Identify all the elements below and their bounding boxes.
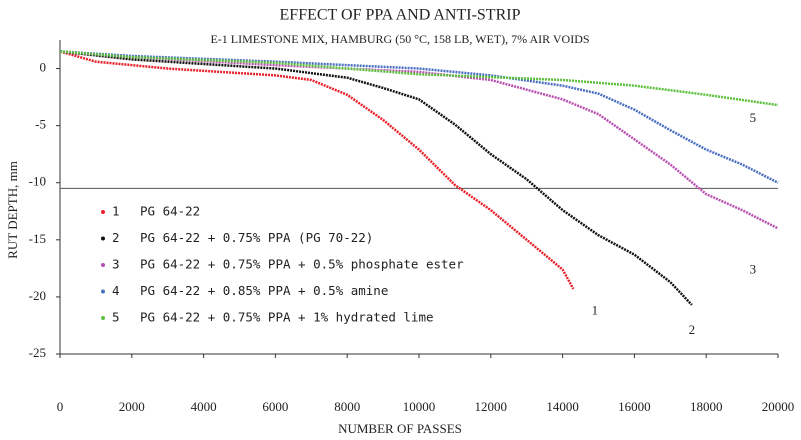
x-tick-label: 14000 — [546, 399, 579, 414]
annotation: 1 — [592, 303, 599, 318]
series-line — [59, 50, 575, 290]
legend-number: 4 — [112, 283, 120, 298]
legend-marker — [101, 210, 105, 214]
x-axis-label: NUMBER OF PASSES — [338, 421, 462, 436]
x-tick-label: 0 — [57, 399, 64, 414]
legend-box — [92, 198, 562, 328]
annotation: 3 — [750, 262, 757, 277]
x-tick-label: 10000 — [403, 399, 436, 414]
x-tick-label: 4000 — [191, 399, 217, 414]
y-tick-label: -25 — [29, 345, 46, 360]
y-tick-label: 0 — [40, 60, 47, 75]
legend-label: PG 64-22 + 0.75% PPA + 1% hydrated lime — [140, 310, 434, 325]
x-tick-label: 12000 — [475, 399, 508, 414]
series-line — [59, 50, 779, 184]
y-axis-label: RUT DEPTH, mm — [5, 161, 20, 259]
legend-number: 1 — [112, 204, 120, 219]
y-tick-label: -10 — [29, 174, 46, 189]
legend-number: 3 — [112, 257, 120, 272]
x-tick-label: 2000 — [119, 399, 145, 414]
legend-label: PG 64-22 — [140, 204, 200, 219]
legend-marker — [101, 263, 105, 267]
series-line — [59, 50, 779, 230]
x-tick-label: 16000 — [618, 399, 651, 414]
y-tick-label: -15 — [29, 231, 46, 246]
chart-subtitle: E-1 LIMESTONE MIX, HAMBURG (50 °C, 158 L… — [210, 32, 589, 46]
chart-title: EFFECT OF PPA AND ANTI-STRIP — [280, 7, 521, 24]
series-line — [59, 50, 693, 306]
legend-number: 5 — [112, 310, 120, 325]
legend-marker — [101, 316, 105, 320]
annotation: 5 — [750, 110, 757, 125]
x-tick-label: 18000 — [690, 399, 723, 414]
legend-label: PG 64-22 + 0.75% PPA (PG 70-22) — [140, 230, 373, 245]
legend-number: 2 — [112, 230, 120, 245]
legend-marker — [101, 289, 105, 294]
legend-label: PG 64-22 + 0.85% PPA + 0.5% amine — [140, 283, 388, 298]
annotation: 2 — [689, 322, 696, 337]
x-tick-label: 6000 — [262, 399, 288, 414]
x-tick-label: 20000 — [762, 399, 795, 414]
legend-label: PG 64-22 + 0.75% PPA + 0.5% phosphate es… — [140, 257, 464, 272]
y-tick-label: -20 — [29, 288, 46, 303]
legend: 1 PG 64-22 2 PG 64-22 + 0.75% PPA (PG 70-22… — [92, 198, 562, 328]
y-tick-label: -5 — [35, 117, 46, 132]
legend-marker — [101, 236, 105, 241]
x-tick-label: 8000 — [334, 399, 360, 414]
